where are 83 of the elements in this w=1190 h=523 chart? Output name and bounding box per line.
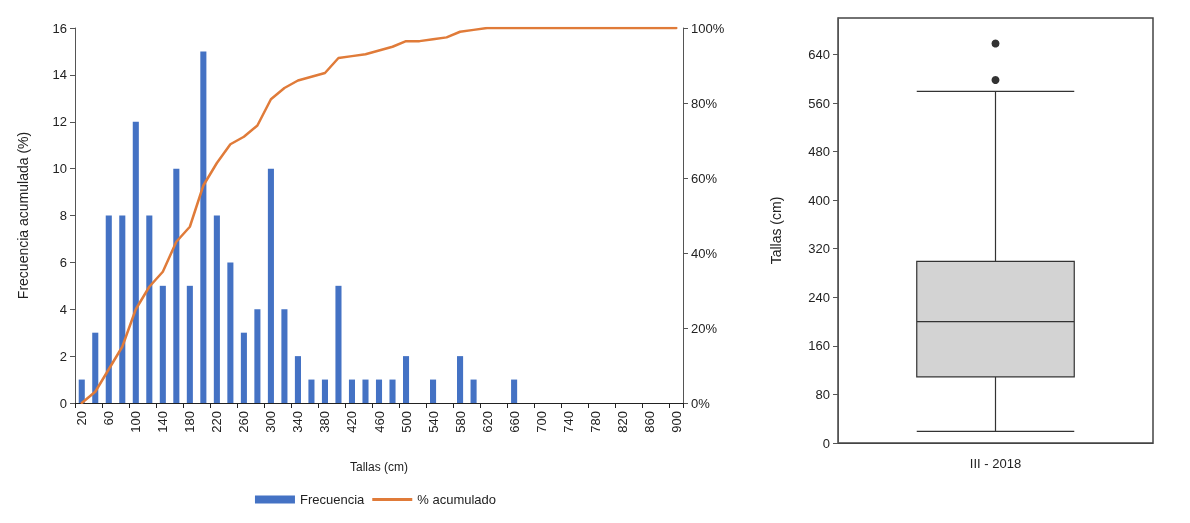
y2-tick-label: 80% bbox=[691, 95, 718, 111]
y-tick-label: 560 bbox=[808, 95, 830, 111]
bar bbox=[402, 356, 410, 403]
x-tick-label: 860 bbox=[641, 411, 657, 433]
x-axis-title: Tallas (cm) bbox=[349, 460, 409, 474]
bar bbox=[321, 379, 328, 403]
y-tick-label: 320 bbox=[808, 241, 830, 257]
bar bbox=[254, 309, 261, 403]
x-tick-label: 740 bbox=[560, 411, 576, 433]
bar bbox=[132, 121, 139, 403]
bar bbox=[227, 262, 234, 403]
bar bbox=[511, 379, 518, 403]
bar bbox=[308, 379, 315, 403]
y2-tick-label: 20% bbox=[691, 320, 718, 336]
bar bbox=[159, 285, 166, 403]
y-tick-label: 240 bbox=[808, 289, 830, 305]
x-tick-label: 580 bbox=[452, 411, 468, 433]
y-tick-label: 160 bbox=[808, 338, 830, 354]
x-tick-label: 660 bbox=[506, 411, 522, 433]
bar bbox=[78, 379, 85, 403]
legend-label: Frecuencia bbox=[299, 492, 366, 507]
bar bbox=[146, 215, 153, 403]
x-tick-label: 300 bbox=[263, 411, 279, 433]
y-tick-label: 400 bbox=[808, 192, 830, 208]
bar bbox=[105, 215, 112, 403]
y-tick-label: 640 bbox=[808, 46, 830, 62]
bar bbox=[389, 379, 396, 403]
x-tick-label: 420 bbox=[344, 411, 360, 433]
bar bbox=[348, 379, 356, 403]
x-tick-label: 540 bbox=[425, 411, 441, 433]
y-tick-label: 6 bbox=[59, 254, 67, 270]
y-tick-label: 14 bbox=[52, 67, 67, 83]
y-axis-title: Tallas (cm) bbox=[768, 196, 784, 265]
x-tick-label: 60 bbox=[101, 411, 117, 426]
bar bbox=[281, 309, 288, 403]
x-tick-label: 340 bbox=[290, 411, 306, 433]
bar bbox=[92, 332, 99, 403]
x-tick-label: 380 bbox=[317, 411, 333, 433]
bar bbox=[335, 285, 342, 403]
x-tick-label: 100 bbox=[128, 411, 144, 433]
bar bbox=[470, 379, 477, 403]
x-tick-label: 460 bbox=[371, 411, 387, 433]
line-series bbox=[80, 26, 678, 405]
x-tick-label: 140 bbox=[155, 411, 171, 433]
y-tick-label: 80 bbox=[815, 386, 830, 402]
bar bbox=[267, 168, 274, 403]
bar bbox=[430, 379, 437, 403]
x-tick-label: III - 2018 bbox=[969, 456, 1022, 471]
bar bbox=[213, 215, 220, 403]
y-tick-label: 4 bbox=[59, 301, 67, 317]
y2-tick-label: 0% bbox=[691, 395, 711, 411]
bar bbox=[375, 379, 383, 403]
x-tick-label: 260 bbox=[236, 411, 252, 433]
legend-label: % acumulado bbox=[417, 492, 497, 507]
x-tick-label: 620 bbox=[479, 411, 495, 433]
y-tick-label: 8 bbox=[59, 208, 67, 223]
y-tick-label: 2 bbox=[59, 348, 67, 364]
bar bbox=[186, 285, 193, 403]
bar bbox=[200, 51, 207, 403]
y2-tick-label: 100% bbox=[691, 20, 725, 36]
y-tick-label: 480 bbox=[808, 144, 830, 160]
y-tick-label: 0 bbox=[59, 395, 67, 411]
y-axis-title: Frecuencia acumulada (%) bbox=[15, 131, 31, 300]
x-tick-label: 780 bbox=[587, 411, 603, 433]
y-tick-label: 10 bbox=[52, 161, 67, 177]
bar bbox=[294, 356, 301, 403]
bar bbox=[457, 356, 464, 403]
bar bbox=[173, 168, 180, 403]
y-tick-label: 0 bbox=[822, 435, 830, 451]
x-tick-label: 500 bbox=[398, 411, 414, 433]
y2-tick-label: 40% bbox=[691, 245, 718, 261]
y-tick-label: 12 bbox=[52, 114, 67, 130]
x-tick-label: 180 bbox=[182, 411, 198, 433]
x-tick-label: 820 bbox=[614, 411, 630, 433]
x-tick-label: 220 bbox=[209, 411, 225, 433]
bar bbox=[119, 215, 126, 403]
x-tick-label: 900 bbox=[668, 411, 684, 433]
x-tick-label: 700 bbox=[533, 411, 549, 433]
y-tick-label: 16 bbox=[52, 20, 67, 36]
bar bbox=[240, 332, 247, 403]
x-tick-label: 20 bbox=[74, 411, 90, 426]
bar bbox=[362, 379, 369, 403]
y2-tick-label: 60% bbox=[691, 170, 718, 186]
